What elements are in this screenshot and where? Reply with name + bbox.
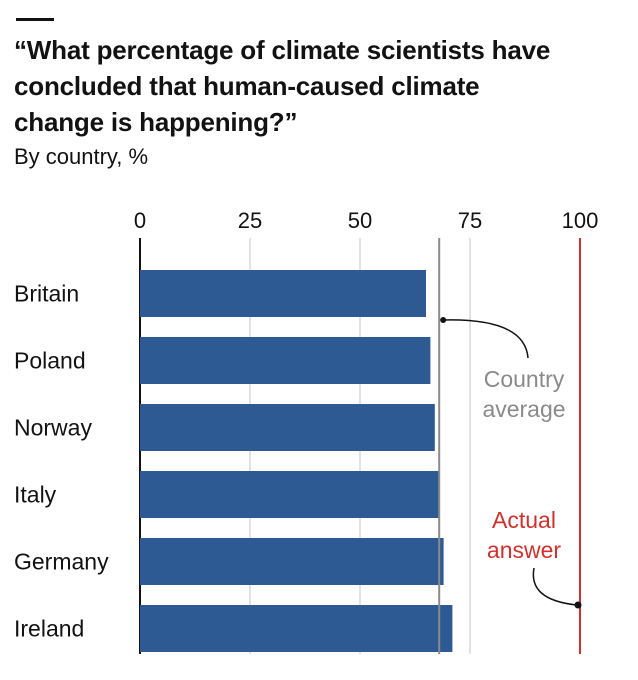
category-label-ireland: Ireland — [14, 616, 84, 642]
bars — [140, 270, 453, 652]
x-tick-label-75: 75 — [458, 208, 482, 233]
actual-answer-dot — [574, 601, 582, 609]
chart-title: “What percentage of climate scientists h… — [14, 35, 551, 137]
x-tick-labels: 0 25 50 75 100 — [134, 208, 598, 233]
header-rule — [16, 18, 54, 21]
category-labels: Britain Poland Norway Italy Germany Ireland — [14, 281, 109, 642]
bar-ireland — [140, 605, 453, 652]
x-tick-label-25: 25 — [238, 208, 262, 233]
category-label-germany: Germany — [14, 549, 109, 575]
category-label-norway: Norway — [14, 415, 92, 441]
country-average-label-line-1: Country — [484, 366, 565, 392]
reference-lines: Country average Actual answer — [438, 238, 582, 654]
actual-answer-connector — [532, 567, 578, 606]
category-label-britain: Britain — [14, 281, 79, 307]
bar-italy — [140, 471, 440, 518]
bar-poland — [140, 337, 431, 384]
country-average-label-line-2: average — [482, 396, 565, 422]
category-label-italy: Italy — [14, 482, 57, 508]
x-tick-label-50: 50 — [348, 208, 372, 233]
x-tick-label-0: 0 — [134, 208, 146, 233]
bar-britain — [140, 270, 426, 317]
bar-norway — [140, 404, 435, 451]
actual-answer-label-line-2: answer — [487, 537, 561, 563]
actual-answer-label-line-1: Actual — [492, 507, 556, 533]
bar-germany — [140, 538, 444, 585]
country-average-connector — [443, 319, 529, 359]
x-tick-label-100: 100 — [562, 208, 599, 233]
category-label-poland: Poland — [14, 348, 86, 374]
country-average-dot — [440, 317, 447, 323]
chart-subtitle: By country, % — [14, 144, 149, 169]
